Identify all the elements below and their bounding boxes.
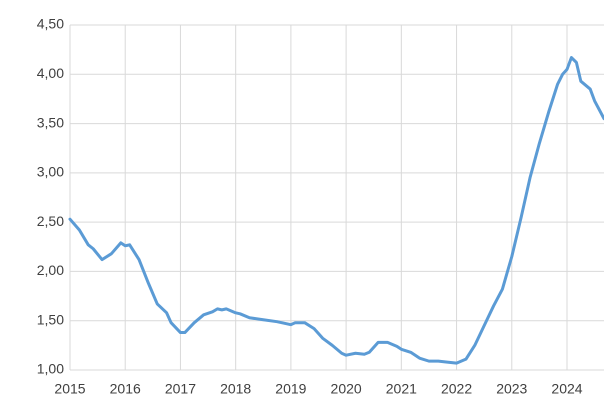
y-tick-label: 3,00 [37, 164, 64, 180]
x-tick-label: 2020 [331, 381, 362, 397]
y-tick-label: 2,50 [37, 213, 64, 229]
y-tick-label: 4,00 [37, 65, 64, 81]
x-tick-label: 2024 [551, 381, 582, 397]
x-tick-label: 2019 [275, 381, 306, 397]
y-tick-label: 3,50 [37, 114, 64, 130]
y-tick-label: 2,00 [37, 262, 64, 278]
y-tick-label: 4,50 [37, 16, 64, 32]
x-tick-label: 2022 [441, 381, 472, 397]
y-tick-label: 1,50 [37, 311, 64, 327]
x-tick-label: 2021 [386, 381, 417, 397]
x-tick-label: 2016 [110, 381, 141, 397]
x-tick-label: 2018 [220, 381, 251, 397]
line-series [68, 56, 604, 365]
x-tick-label: 2023 [496, 381, 527, 397]
y-tick-label: 1,00 [37, 361, 64, 377]
x-tick-label: 2015 [54, 381, 85, 397]
x-tick-label: 2017 [165, 381, 196, 397]
